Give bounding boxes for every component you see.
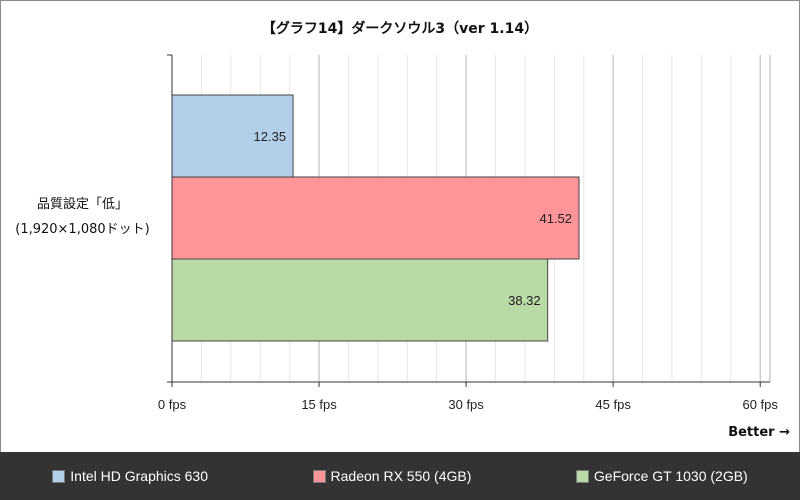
x-tick-label: 45 fps bbox=[595, 397, 631, 412]
data-label-2: 38.32 bbox=[508, 293, 541, 308]
bar-1 bbox=[171, 176, 580, 260]
legend: Intel HD Graphics 630 Radeon RX 550 (4GB… bbox=[0, 452, 800, 500]
legend-label-radeon: Radeon RX 550 (4GB) bbox=[330, 468, 472, 484]
x-tick-label: 15 fps bbox=[301, 397, 337, 412]
x-tick-label: 30 fps bbox=[448, 397, 484, 412]
category-label-line-2: (1,920×1,080ドット) bbox=[15, 222, 150, 237]
data-label-0: 12.35 bbox=[254, 129, 287, 144]
legend-label-intel: Intel HD Graphics 630 bbox=[70, 468, 208, 484]
bar-0 bbox=[171, 94, 294, 178]
better-annotation: Better → bbox=[728, 425, 790, 440]
category-label-line-1: 品質設定「低」 bbox=[36, 197, 128, 212]
legend-swatch-intel bbox=[52, 469, 66, 483]
bar-2 bbox=[171, 258, 549, 342]
x-tick-label: 60 fps bbox=[742, 397, 778, 412]
legend-swatch-radeon bbox=[312, 469, 326, 483]
legend-item-intel: Intel HD Graphics 630 bbox=[52, 468, 208, 484]
x-tick-label: 0 fps bbox=[158, 397, 187, 412]
data-label-1: 41.52 bbox=[539, 211, 572, 226]
legend-item-radeon: Radeon RX 550 (4GB) bbox=[312, 468, 472, 484]
legend-label-geforce: GeForce GT 1030 (2GB) bbox=[593, 468, 748, 484]
legend-swatch-geforce bbox=[575, 469, 589, 483]
chart-title: 【グラフ14】ダークソウル3（ver 1.14） bbox=[261, 21, 539, 37]
category-label: 品質設定「低」 (1,920×1,080ドット) bbox=[0, 192, 165, 242]
legend-item-geforce: GeForce GT 1030 (2GB) bbox=[575, 468, 748, 484]
